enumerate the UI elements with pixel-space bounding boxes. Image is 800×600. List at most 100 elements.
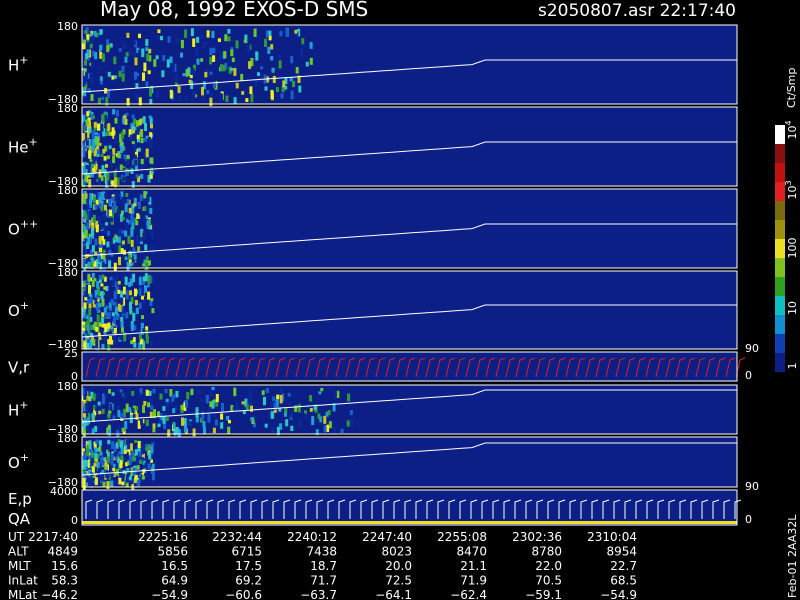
spectrogram-cell [97, 401, 101, 406]
spectrogram-cell [213, 412, 217, 419]
spectrogram-cell [201, 411, 205, 421]
spectrogram-cell [169, 89, 173, 99]
spectrogram-cell [147, 205, 151, 213]
spectrogram-cell [149, 300, 153, 307]
spectrogram-cell [285, 419, 289, 427]
spectrogram-cell [153, 59, 157, 67]
energy-trace [162, 499, 170, 519]
spectrogram-cell [145, 256, 149, 265]
row-value: 2225:16 [138, 530, 188, 544]
spectrogram-cell [120, 305, 124, 313]
spectrogram-cell [93, 408, 97, 416]
spectrogram-cell [98, 203, 102, 208]
velocity-trace [565, 357, 576, 378]
spectrogram-cell [89, 325, 93, 330]
velocity-trace [305, 357, 316, 378]
spectrogram-cell [287, 392, 291, 397]
spectrogram-cell [297, 404, 301, 413]
spectrogram-cell [113, 75, 117, 79]
file-label: s2050807.asr 22:17:40 [538, 1, 736, 21]
spectrogram-cell [82, 311, 86, 318]
velocity-trace [525, 357, 536, 378]
spectrogram-cell [130, 129, 134, 135]
spectrogram-cell [149, 208, 153, 214]
spectrogram-cell [128, 50, 132, 56]
spectrogram-cell [82, 283, 86, 288]
spectrogram-cell [86, 476, 90, 483]
spectrogram-cell [275, 399, 279, 408]
y-tick-label: 4000 [50, 485, 78, 498]
spectrogram-cell [93, 147, 97, 157]
orbit-trace [81, 304, 737, 338]
spectrogram-cell [347, 393, 351, 402]
spectrogram-cell [93, 196, 96, 202]
colorbar-label-base: 10 [786, 301, 799, 315]
spectrogram-cell [90, 77, 94, 86]
spectrogram-cell [325, 411, 329, 417]
spectrogram-cell [288, 402, 292, 406]
velocity-trace [375, 357, 386, 378]
spectrogram-cell [97, 332, 101, 336]
spectrogram-cell [147, 174, 151, 183]
spectrogram-cell [90, 170, 94, 178]
spectrogram-cell [209, 401, 213, 408]
spectrogram-cell [86, 255, 90, 264]
velocity-trace [705, 357, 716, 378]
right-tick-label: 90 [745, 480, 759, 493]
spectrogram-cell [304, 410, 307, 414]
spectrogram-cell [244, 398, 248, 407]
spectrogram-cell [112, 334, 116, 344]
spectrogram-cell [116, 236, 120, 243]
spectrogram-cell [130, 451, 134, 457]
spectrogram-cell [223, 51, 227, 59]
spectrogram-cell [142, 276, 146, 282]
panel-frame [81, 270, 738, 350]
panel-frame [81, 106, 738, 187]
colorbar-segment [775, 201, 785, 220]
spectrogram-cell [144, 244, 148, 251]
spectrogram-cell [89, 148, 93, 156]
spectrogram-cell [144, 472, 148, 478]
energy-trace [415, 499, 423, 519]
spectrogram-cell [132, 158, 136, 165]
spectrogram-cell [152, 423, 156, 430]
spectrogram-cell [88, 110, 92, 114]
velocity-trace [435, 357, 446, 378]
spectrogram-cell [281, 85, 285, 93]
spectrogram-cell [103, 258, 107, 265]
spectrogram-cell [82, 252, 85, 259]
plot-id: Feb-01 2AA32L [786, 514, 799, 598]
spectrogram-cell [109, 403, 113, 411]
spectrogram-cell [88, 440, 92, 450]
spectrogram-cell [227, 36, 231, 42]
spectrogram-cell [84, 280, 88, 285]
spectrogram-cell [119, 228, 123, 234]
spectrogram-cell [115, 110, 119, 117]
spectrogram-cell [130, 335, 134, 339]
velocity-trace [105, 357, 116, 378]
spectrogram-cell [139, 194, 143, 202]
row-value: −54.9 [151, 588, 188, 600]
spectrogram-cell [114, 237, 118, 242]
spectrogram-cell [89, 72, 93, 80]
spectrogram-cell [126, 154, 130, 160]
spectrogram-cell [112, 463, 116, 468]
spectrogram-cell [201, 86, 204, 96]
panel-label-text: O [8, 221, 20, 239]
spectrogram-cell [83, 218, 87, 223]
spectrogram-cell [99, 29, 103, 34]
spectrogram-cell [120, 191, 124, 200]
spectrogram-cell [91, 115, 95, 119]
colorbar-segment [775, 277, 785, 296]
energy-trace [118, 499, 126, 519]
spectrogram-cell [90, 391, 94, 399]
spectrogram-cell [123, 392, 127, 399]
spectrogram-cell [84, 414, 88, 423]
spectrogram-cell [99, 261, 103, 270]
spectrogram-cell [122, 115, 126, 125]
spectrogram-cell [264, 86, 268, 91]
spectrogram-cell [128, 252, 132, 260]
spectrogram-cell [132, 312, 136, 322]
spectrogram-cell [82, 420, 86, 429]
spectrogram-cell [102, 395, 105, 405]
